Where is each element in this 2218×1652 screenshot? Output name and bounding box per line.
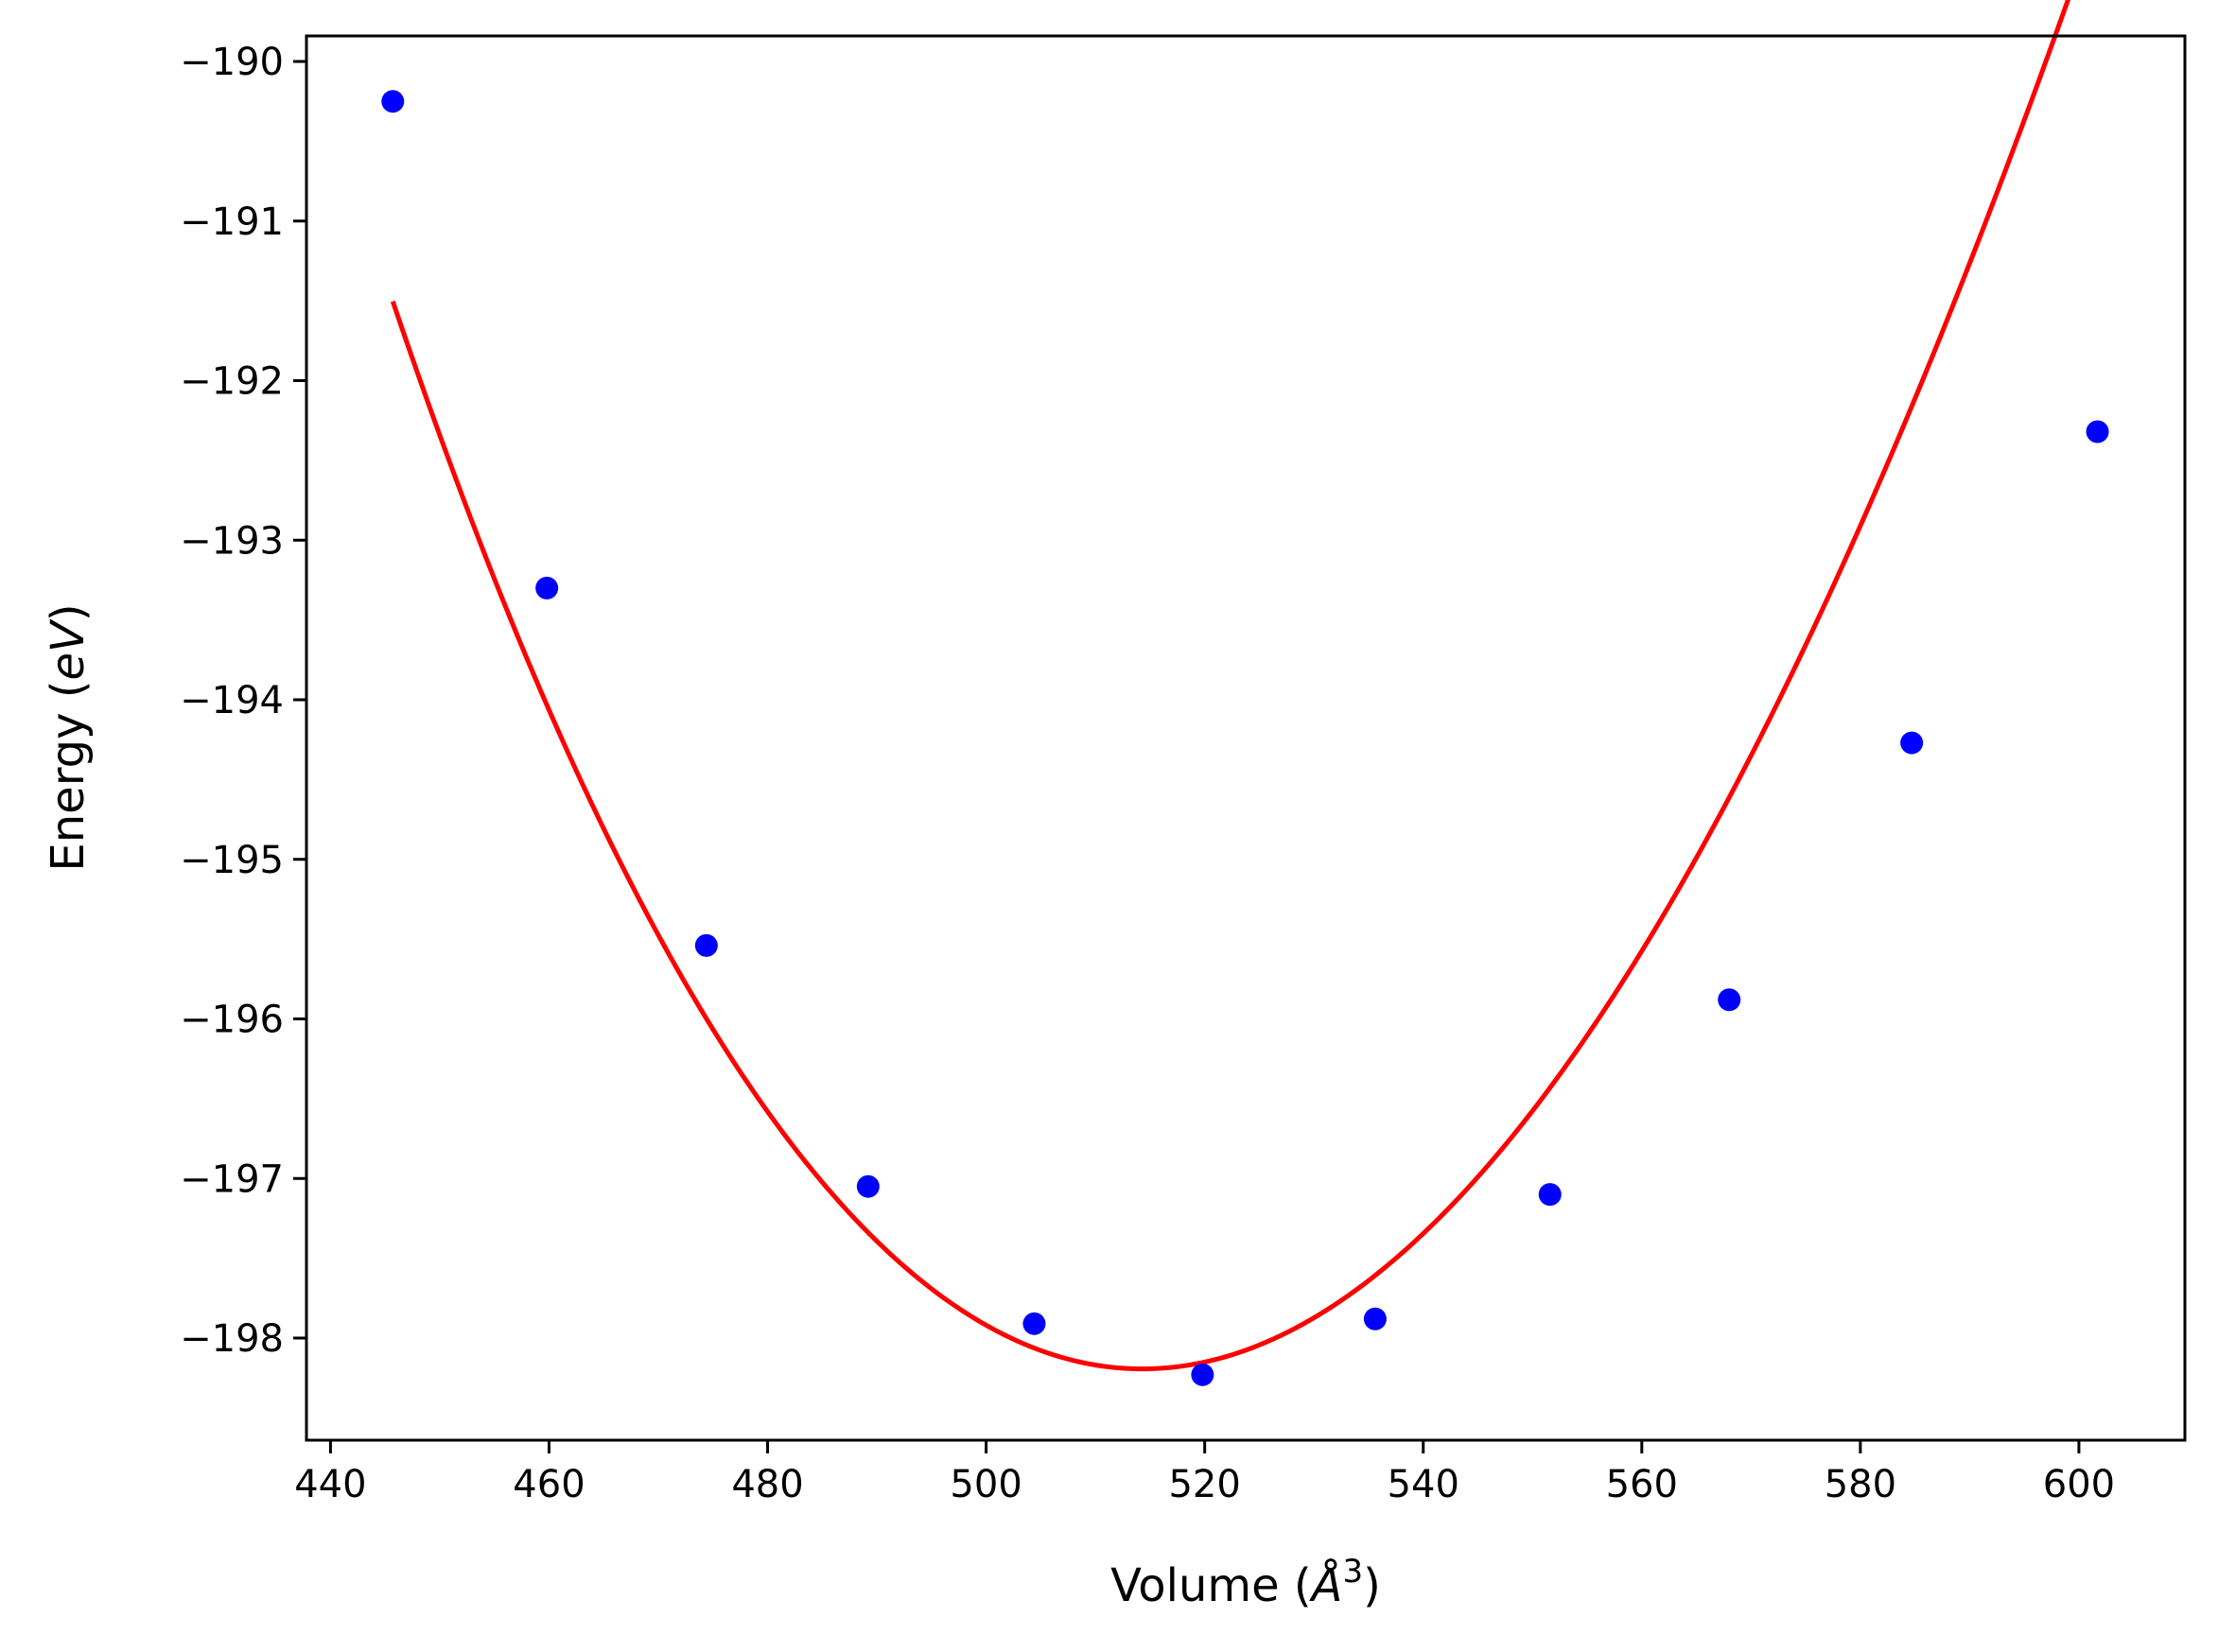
data-point-5 — [1191, 1363, 1214, 1386]
y-axis-ticks: −190 −191 −192 −193 −194 −195 −196 −197 −198 — [180, 41, 306, 1361]
y-tick-label--195: −195 — [180, 839, 284, 882]
y-axis-label-suffix: ) — [42, 603, 95, 621]
y-tick-label--194: −194 — [180, 679, 284, 722]
data-point-6 — [1363, 1307, 1387, 1330]
x-tick-label-560: 560 — [1606, 1463, 1678, 1506]
y-axis-label-unit: eV — [42, 618, 95, 681]
data-point-0 — [381, 90, 405, 113]
data-point-1 — [535, 576, 559, 600]
x-tick-label-440: 440 — [294, 1463, 366, 1506]
x-axis-label: Volume (Å3) — [1110, 1553, 1381, 1612]
y-tick-label--198: −198 — [180, 1317, 284, 1361]
data-points — [381, 90, 2109, 1386]
y-tick-label--190: −190 — [180, 41, 284, 84]
y-axis-label: Energy (eV) — [42, 603, 95, 871]
x-tick-label-540: 540 — [1388, 1463, 1459, 1506]
x-axis-label-sup: 3 — [1342, 1553, 1363, 1591]
data-point-8 — [1718, 988, 1741, 1012]
data-point-2 — [694, 933, 718, 957]
x-tick-label-600: 600 — [2043, 1463, 2115, 1506]
x-tick-label-480: 480 — [731, 1463, 803, 1506]
x-tick-label-500: 500 — [950, 1463, 1022, 1506]
x-axis-label-prefix: Volume ( — [1110, 1559, 1312, 1612]
y-tick-label--196: −196 — [180, 999, 284, 1042]
fit-curve — [390, 0, 2071, 1372]
x-tick-label-460: 460 — [513, 1463, 585, 1506]
y-axis-label-prefix: Energy ( — [42, 681, 95, 872]
data-point-7 — [1538, 1183, 1562, 1207]
y-tick-label--192: −192 — [180, 360, 284, 404]
x-axis-label-suffix: ) — [1363, 1559, 1381, 1612]
x-axis-ticks: 440 460 480 500 520 540 560 580 600 — [294, 1440, 2115, 1506]
y-tick-label--197: −197 — [180, 1157, 284, 1201]
data-point-4 — [1022, 1312, 1046, 1335]
x-tick-label-580: 580 — [1825, 1463, 1896, 1506]
y-tick-label--193: −193 — [180, 519, 284, 563]
x-tick-label-520: 520 — [1168, 1463, 1240, 1506]
x-axis-label-symbol: Å — [1309, 1558, 1343, 1612]
plot-area — [306, 36, 2185, 1440]
data-point-3 — [856, 1174, 880, 1198]
y-tick-label--191: −191 — [180, 200, 284, 244]
plot-frame — [305, 34, 2187, 1442]
data-point-10 — [2086, 420, 2109, 443]
data-point-9 — [1900, 731, 1924, 755]
